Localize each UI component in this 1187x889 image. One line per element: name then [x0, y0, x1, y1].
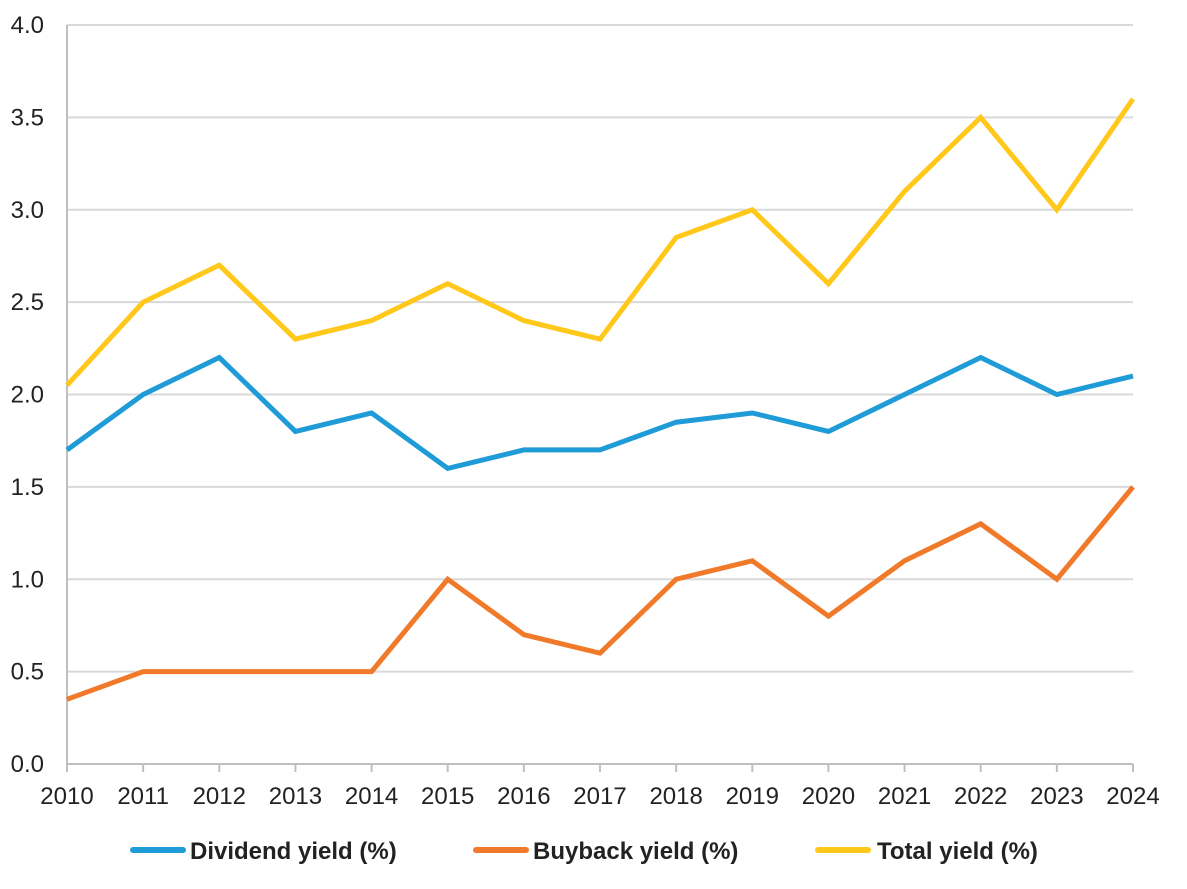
y-tick-label: 1.0	[11, 566, 44, 593]
x-tick-label: 2013	[269, 783, 322, 810]
x-tick-label: 2019	[726, 783, 779, 810]
gridlines	[67, 24, 1133, 673]
x-tick-label: 2010	[40, 783, 93, 810]
y-tick-label: 2.5	[11, 289, 44, 316]
x-tick-label: 2022	[954, 783, 1007, 810]
legend-label: Total yield (%)	[877, 838, 1038, 865]
y-tick-label: 3.5	[11, 104, 44, 131]
series-line-3	[65, 97, 1136, 387]
y-tick-label: 4.0	[11, 12, 44, 39]
x-tick-label: 2021	[878, 783, 931, 810]
x-tick-label: 2017	[573, 783, 626, 810]
series-line-1	[65, 354, 1134, 472]
x-tick-label: 2014	[345, 783, 398, 810]
x-tick-label: 2020	[802, 783, 855, 810]
y-axis-ticks: 0.0 0.5 1.0 1.5 2.0 2.5 3.0 3.5 4.0	[11, 12, 44, 778]
x-tick-label: 2018	[649, 783, 702, 810]
legend: Dividend yield (%) Buyback yield (%) Total…	[130, 838, 1038, 865]
legend-label: Buyback yield (%)	[533, 838, 738, 865]
x-tick-label: 2015	[421, 783, 474, 810]
series-line-2	[66, 485, 1135, 702]
y-tick-label: 0.0	[11, 751, 44, 778]
x-axis-ticks: 2010 2011 2012 2013 2014 2015 2016 2017 2018 2019…	[40, 764, 1160, 810]
legend-label: Dividend yield (%)	[190, 838, 397, 865]
y-tick-label: 1.5	[11, 474, 44, 501]
x-tick-label: 2011	[117, 783, 169, 810]
x-tick-label: 2012	[193, 783, 246, 810]
x-tick-label: 2024	[1106, 783, 1159, 810]
y-tick-label: 2.0	[11, 382, 44, 409]
y-tick-label: 0.5	[11, 659, 44, 686]
x-tick-label: 2023	[1030, 783, 1083, 810]
series-lines	[65, 97, 1136, 702]
x-tick-label: 2016	[497, 783, 550, 810]
y-tick-label: 3.0	[11, 197, 44, 224]
